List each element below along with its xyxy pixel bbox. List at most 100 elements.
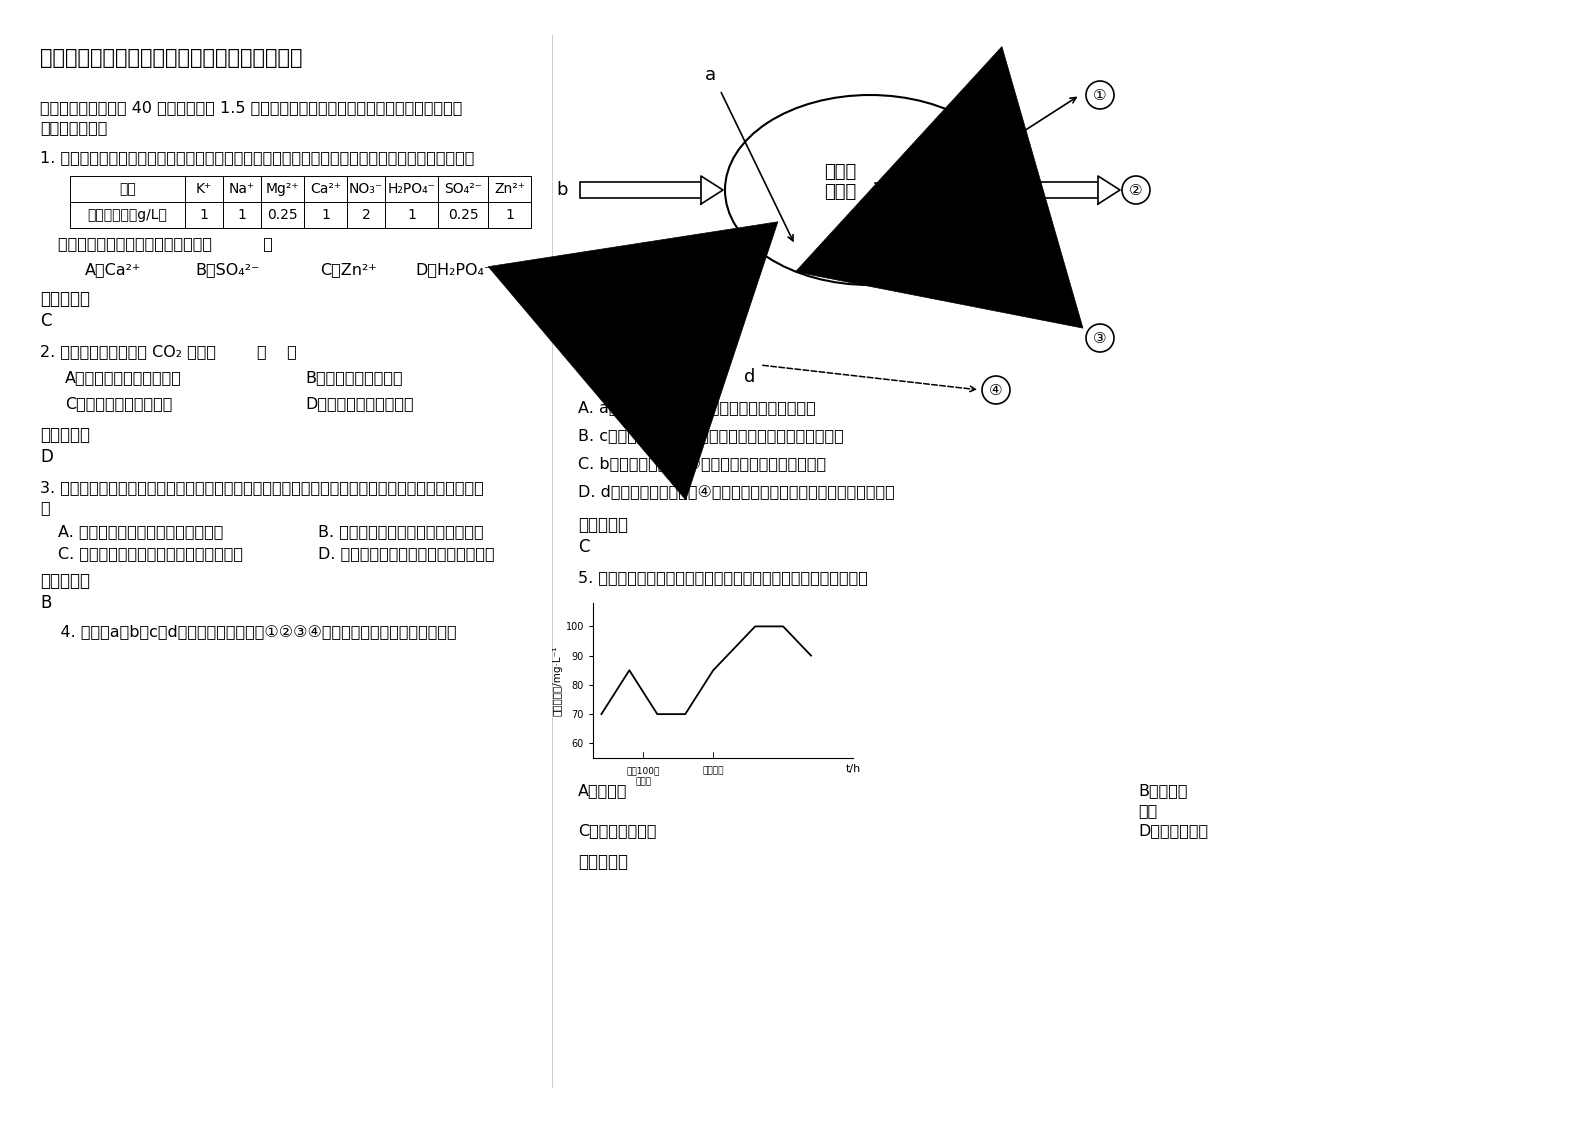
Text: D．抗利尿激素: D．抗利尿激素 — [1138, 824, 1208, 838]
Bar — [348, 202, 386, 228]
Text: 离子: 离子 — [119, 182, 136, 196]
Text: C. b是体外受精技术，②的设计产生有一定的伦理争议: C. b是体外受精技术，②的设计产生有一定的伦理争议 — [578, 456, 827, 471]
Text: d: d — [744, 368, 755, 386]
Bar — [1017, 182, 1098, 197]
Text: 1: 1 — [406, 208, 416, 222]
Text: 四川省巴中市沙溪中学高二生物月考试卷含解析: 四川省巴中市沙溪中学高二生物月考试卷含解析 — [40, 48, 303, 68]
Polygon shape — [701, 176, 724, 204]
Y-axis label: 葡萄糖含量/mg·L⁻¹: 葡萄糖含量/mg·L⁻¹ — [552, 645, 563, 716]
Text: Zn²⁺: Zn²⁺ — [494, 182, 525, 196]
Bar — [348, 176, 386, 202]
Text: 4. 如图，a、b、c、d表示现代生物技术，①②③④表示其结果，下列说法正确的是: 4. 如图，a、b、c、d表示现代生物技术，①②③④表示其结果，下列说法正确的是 — [40, 624, 457, 640]
Text: 胞培养: 胞培养 — [824, 183, 855, 201]
Text: A. a是核移植技术，①反映了动物体细胞具有全能性: A. a是核移植技术，①反映了动物体细胞具有全能性 — [578, 401, 816, 415]
Text: 培养液浓度（g/L）: 培养液浓度（g/L） — [87, 208, 168, 222]
Bar — [186, 202, 224, 228]
Text: 参考答案：: 参考答案： — [578, 853, 628, 871]
Circle shape — [982, 376, 1009, 404]
Text: 动物细: 动物细 — [824, 163, 855, 181]
Bar — [487, 176, 532, 202]
Text: 5. 下图为某患者血糖含量的变化曲线，试判断注射的药品最可能是: 5. 下图为某患者血糖含量的变化曲线，试判断注射的药品最可能是 — [578, 570, 868, 585]
Text: 膜: 膜 — [40, 500, 49, 515]
Text: A．Ca²⁺: A．Ca²⁺ — [86, 263, 141, 277]
Bar — [579, 182, 701, 197]
Text: ③: ③ — [1093, 331, 1106, 346]
Text: Na⁺: Na⁺ — [229, 182, 256, 196]
Text: 1: 1 — [238, 208, 246, 222]
Text: 参考答案：: 参考答案： — [40, 426, 90, 444]
Text: 1. 科学家在利用无土栽培法培养一些名贵花卉时，培养液中添加了多种必需化学元素，其配方如下：: 1. 科学家在利用无土栽培法培养一些名贵花卉时，培养液中添加了多种必需化学元素，… — [40, 150, 475, 165]
Text: 进食100克
葡萄糖: 进食100克 葡萄糖 — [627, 766, 660, 787]
Text: C．酵母菌的细胞质基质: C．酵母菌的细胞质基质 — [65, 396, 173, 411]
Text: D. d是转基因技术，获得④中个体常用的受体细胞是原肠胚时期的细胞: D. d是转基因技术，获得④中个体常用的受体细胞是原肠胚时期的细胞 — [578, 484, 895, 499]
Text: Ca²⁺: Ca²⁺ — [309, 182, 341, 196]
Text: 一、选择题（本题共 40 小题，每小题 1.5 分。在每小题给出的四个选项中，只有一项是符合: 一、选择题（本题共 40 小题，每小题 1.5 分。在每小题给出的四个选项中，只… — [40, 100, 462, 114]
Text: 胚胎: 胚胎 — [911, 163, 933, 181]
Text: 1: 1 — [200, 208, 208, 222]
Text: K⁺: K⁺ — [195, 182, 213, 196]
Text: A. 吸附硅的能力强，吸附钙的能力弱: A. 吸附硅的能力强，吸附钙的能力弱 — [59, 524, 224, 539]
Polygon shape — [1098, 176, 1120, 204]
Text: ②: ② — [1130, 183, 1143, 197]
Bar — [305, 202, 348, 228]
Text: B. c是胚胎分割技术，③中个体的基因型和表现型一定相同: B. c是胚胎分割技术，③中个体的基因型和表现型一定相同 — [578, 427, 844, 443]
Text: 参考答案：: 参考答案： — [40, 289, 90, 309]
Text: A．胰岛素: A．胰岛素 — [578, 783, 627, 798]
Text: 注射药品: 注射药品 — [703, 766, 724, 775]
Text: 移植: 移植 — [911, 183, 933, 201]
Text: 0.25: 0.25 — [267, 208, 298, 222]
Bar — [438, 176, 487, 202]
Bar — [386, 176, 438, 202]
Text: B．人体细胞的线粒体: B．人体细胞的线粒体 — [305, 370, 403, 385]
Bar — [487, 202, 532, 228]
Bar — [186, 176, 224, 202]
Text: D: D — [40, 448, 52, 466]
Text: C．Zn²⁺: C．Zn²⁺ — [321, 263, 376, 277]
Text: D. 吸收硅不需要能量，吸收钙需要能量: D. 吸收硅不需要能量，吸收钙需要能量 — [317, 546, 495, 561]
X-axis label: t/h: t/h — [846, 764, 860, 774]
Text: 糖素: 糖素 — [1138, 803, 1157, 818]
Ellipse shape — [725, 95, 1016, 285]
Text: 0.25: 0.25 — [448, 208, 478, 222]
Text: NO₃⁻: NO₃⁻ — [349, 182, 382, 196]
Text: B: B — [40, 594, 51, 611]
Text: D．乳酸菌的细胞质基质: D．乳酸菌的细胞质基质 — [305, 396, 414, 411]
Text: D．H₂PO₄⁻: D．H₂PO₄⁻ — [414, 263, 492, 277]
Bar — [386, 202, 438, 228]
Circle shape — [1122, 176, 1151, 204]
Text: c: c — [627, 331, 636, 349]
Text: C. 吸收硅是自由扩散，吸收钙是主动运输: C. 吸收硅是自由扩散，吸收钙是主动运输 — [59, 546, 243, 561]
Bar — [260, 176, 305, 202]
Text: 2: 2 — [362, 208, 370, 222]
Bar — [70, 176, 186, 202]
Bar — [260, 202, 305, 228]
Text: 题目要求的。）: 题目要求的。） — [40, 120, 108, 135]
Text: 3. 将水稻培养在含有各种营养元素的培养液中，发现水稻吸收硅多，吸收钙少，这是因为水稻根的细胞: 3. 将水稻培养在含有各种营养元素的培养液中，发现水稻吸收硅多，吸收钙少，这是因… — [40, 480, 484, 495]
Bar — [305, 176, 348, 202]
Bar — [70, 202, 186, 228]
Text: B. 运载硅的载体多，运载钙的载体少: B. 运载硅的载体多，运载钙的载体少 — [317, 524, 484, 539]
Circle shape — [1086, 324, 1114, 352]
Text: C: C — [40, 312, 51, 330]
Text: B．SO₄²⁻: B．SO₄²⁻ — [195, 263, 260, 277]
Text: SO₄²⁻: SO₄²⁻ — [444, 182, 482, 196]
Text: Mg²⁺: Mg²⁺ — [265, 182, 300, 196]
Text: 参考答案：: 参考答案： — [40, 572, 90, 590]
Text: ①: ① — [1093, 88, 1106, 102]
Bar — [224, 176, 260, 202]
Text: C: C — [578, 539, 589, 557]
Text: C．促甲状腺激素: C．促甲状腺激素 — [578, 824, 657, 838]
Text: 其中花卉根细胞吸收最少的离子是（          ）: 其中花卉根细胞吸收最少的离子是（ ） — [59, 236, 273, 251]
Bar — [224, 202, 260, 228]
Text: ④: ④ — [989, 383, 1003, 397]
Bar — [438, 202, 487, 228]
Text: 1: 1 — [321, 208, 330, 222]
Text: B．胰高血: B．胰高血 — [1138, 783, 1187, 798]
Text: 2. 下列结构中不能产生 CO₂ 的是：        （    ）: 2. 下列结构中不能产生 CO₂ 的是： （ ） — [40, 344, 297, 359]
Text: 参考答案：: 参考答案： — [578, 516, 628, 534]
Circle shape — [1086, 81, 1114, 109]
Text: b: b — [557, 181, 568, 199]
Text: H₂PO₄⁻: H₂PO₄⁻ — [387, 182, 435, 196]
Text: 1: 1 — [505, 208, 514, 222]
Text: a: a — [705, 66, 716, 84]
